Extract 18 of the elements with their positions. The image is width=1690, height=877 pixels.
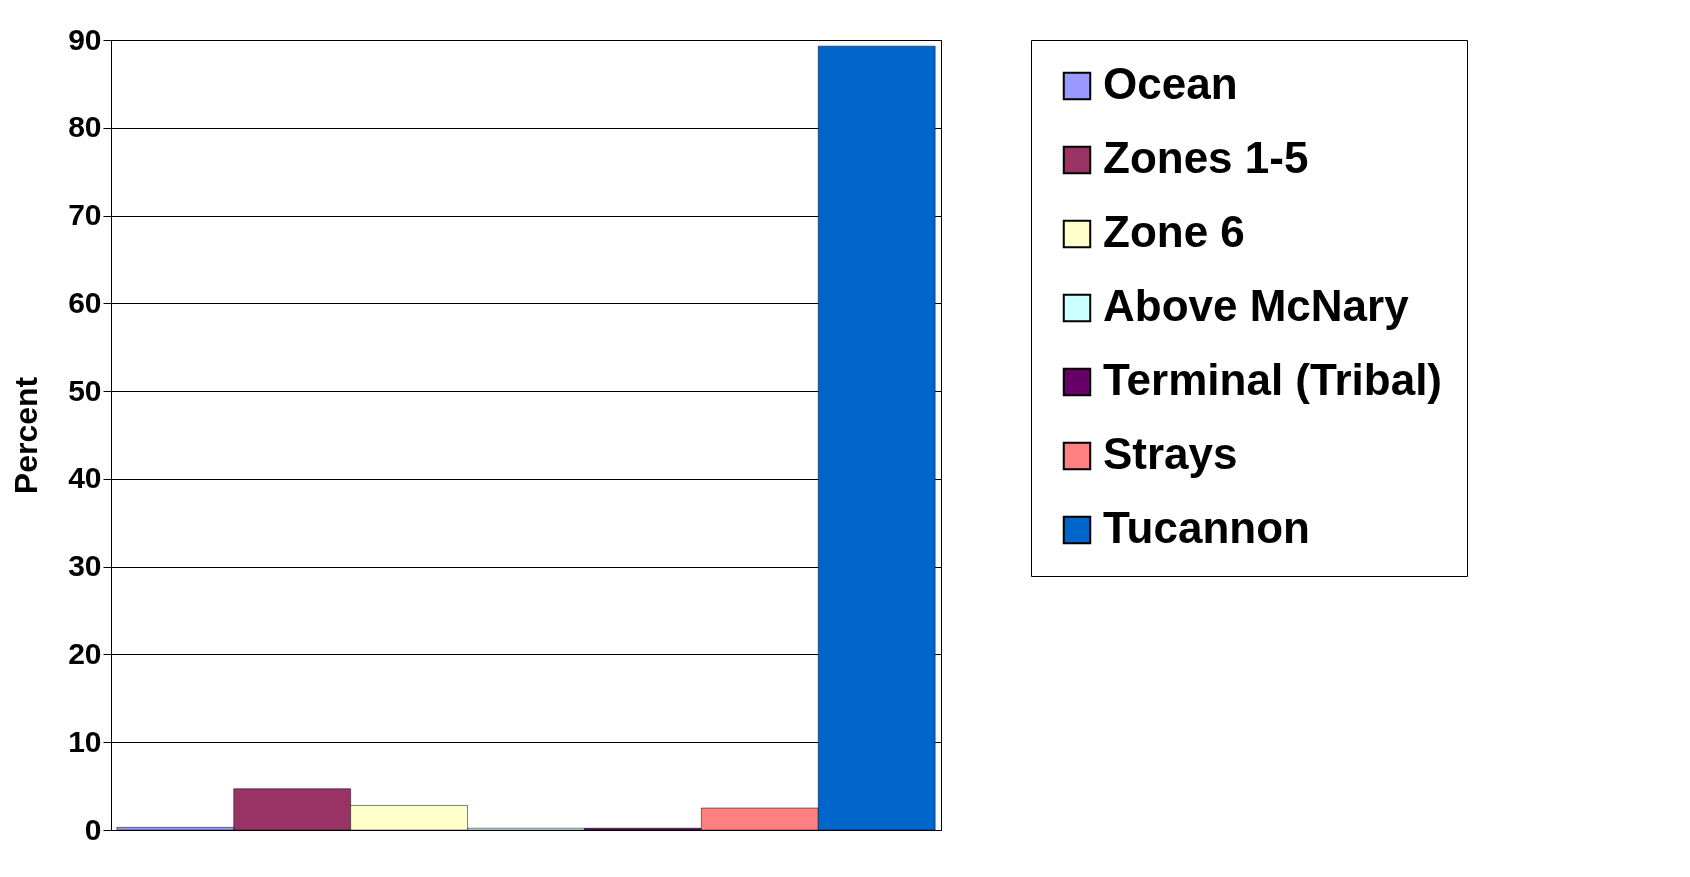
y-tick-label: 10 <box>68 724 102 758</box>
y-tick-label: 80 <box>68 110 102 144</box>
legend-label: Zone 6 <box>1103 207 1245 256</box>
y-tick-label: 90 <box>68 22 102 56</box>
legend-label: Terminal (Tribal) <box>1103 355 1443 404</box>
y-tick-label: 40 <box>68 461 102 495</box>
legend-label: Above McNary <box>1103 281 1410 330</box>
legend-label: Zones 1-5 <box>1103 133 1309 182</box>
legend-label: Tucannon <box>1103 503 1310 552</box>
y-tick-label: 20 <box>68 636 102 670</box>
legend-label: Ocean <box>1103 59 1238 108</box>
y-tick-label: 60 <box>68 285 102 319</box>
y-axis-title: Percent <box>8 376 45 495</box>
y-tick-label: 0 <box>84 812 102 846</box>
y-tick-label: 70 <box>68 198 102 232</box>
y-tick-label: 30 <box>68 549 102 583</box>
legend-label: Strays <box>1103 429 1238 478</box>
y-tick-label: 50 <box>68 373 102 407</box>
